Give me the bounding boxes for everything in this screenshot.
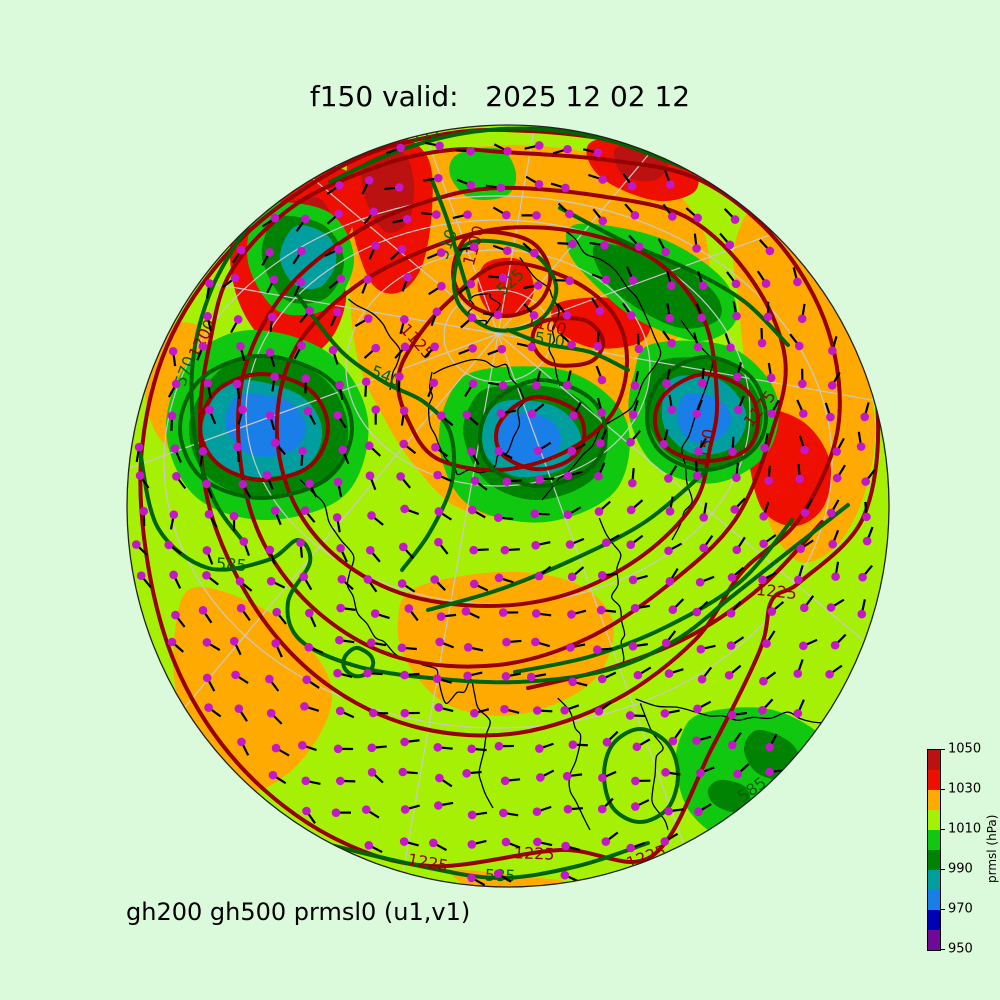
svg-text:1225: 1225 — [755, 580, 797, 603]
colorbar-tick — [941, 869, 945, 870]
colorbar-tick-label: 950 — [948, 941, 973, 957]
colorbar-segment — [928, 930, 940, 950]
colorbar-tick — [941, 789, 945, 790]
colorbar-axis-label: prmsl (hPa) — [985, 814, 999, 884]
svg-text:510: 510 — [533, 328, 566, 351]
figure-title: f150 valid: 2025 12 02 12 — [309, 80, 691, 113]
colorbar-segment — [928, 750, 940, 770]
colorbar-segment — [928, 790, 940, 810]
colorbar-gradient — [927, 749, 941, 951]
colorbar-tick — [941, 829, 945, 830]
colorbar-tick — [941, 949, 945, 950]
colorbar-tick — [941, 909, 945, 910]
colorbar: 1050 1030 1010 990 970 950 prmsl (hPa) — [927, 742, 1000, 959]
svg-text:1225: 1225 — [514, 843, 555, 863]
colorbar-segment — [928, 850, 940, 870]
colorbar-segment — [928, 810, 940, 830]
wind-vectors — [131, 141, 876, 887]
globe-content: 1100110011251150117512001200122512251225… — [127, 125, 889, 887]
colorbar-tick-label: 1010 — [948, 821, 982, 837]
fields-label: gh200 gh500 prmsl0 (u1,v1) — [126, 898, 471, 926]
colorbar-segment — [928, 830, 940, 850]
colorbar-tick-label: 1050 — [948, 741, 982, 757]
colorbar-tick-label: 970 — [948, 901, 973, 917]
colorbar-segment — [928, 890, 940, 910]
colorbar-segment — [928, 770, 940, 790]
colorbar-tick — [941, 749, 945, 750]
svg-text:585: 585 — [215, 554, 247, 575]
colorbar-tick-label: 990 — [948, 861, 973, 877]
colorbar-tick-label: 1030 — [948, 781, 982, 797]
colorbar-segment — [928, 910, 940, 930]
colorbar-segment — [928, 870, 940, 890]
